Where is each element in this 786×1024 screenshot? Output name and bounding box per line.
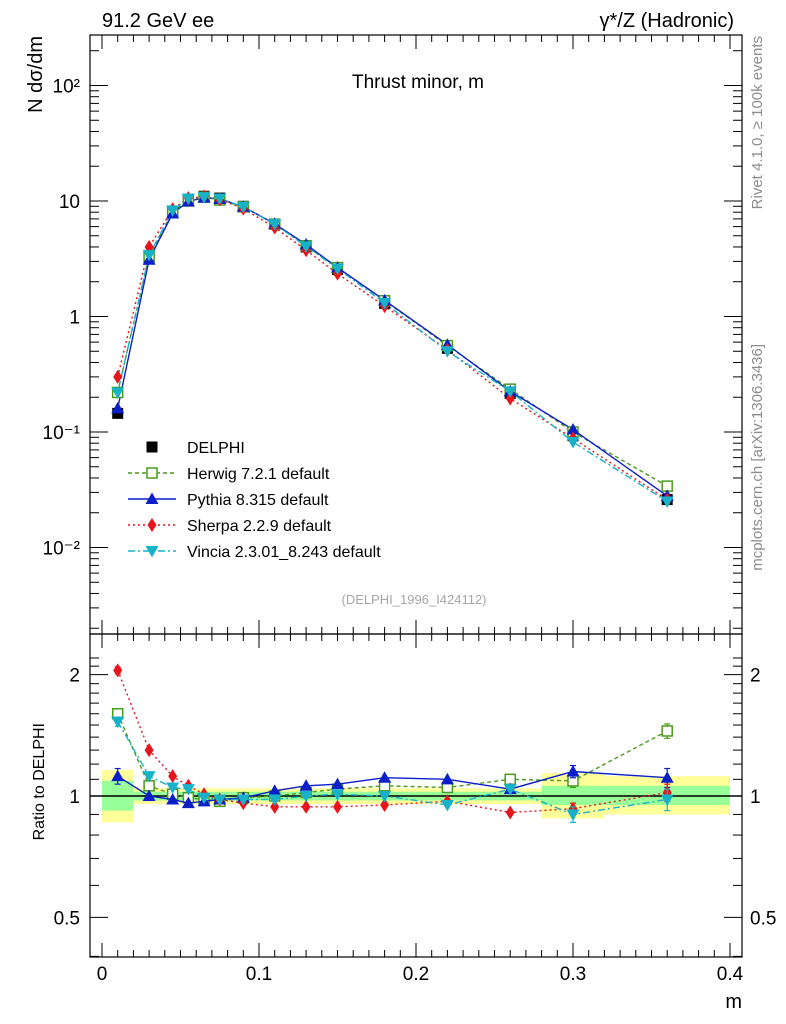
data-point-series-3 [378,297,392,310]
y-tick-label-ratio-right: 0.5 [750,908,776,929]
ratio-point-series-1 [566,765,580,777]
data-point-series-3 [503,386,517,398]
y-axis-label-ratio: Ratio to DELPHI [31,723,48,840]
data-point-series-3 [142,250,156,262]
y-axis-label-main: N dσ/dm [25,36,47,113]
x-tick-label: 0.4 [717,964,744,985]
y-tick-label-main: 10⁻² [43,539,81,560]
ratio-panel-series [111,663,674,823]
data-point-series-3 [268,219,282,231]
ratio-point-series-2 [113,663,123,678]
x-tick-label: 0.1 [246,964,272,985]
x-tick-label: 0.3 [560,964,586,985]
ratio-line-3 [117,721,668,816]
y-tick-label-main: 10 [59,192,80,213]
ratio-point-series-1 [111,769,125,782]
data-point-series-3 [299,241,313,253]
data-point-series-3 [213,193,227,206]
ratio-point-series-3 [331,789,344,801]
ratio-point-series-3 [378,791,392,803]
ratio-point-series-1 [299,779,313,791]
data-point-series-3 [331,263,344,276]
ratio-point-series-3 [566,809,580,821]
x-axis-label: m [725,991,742,1013]
y-tick-label-main: 10⁻¹ [43,423,81,444]
y-tick-label-main: 1 [69,308,80,329]
y-tick-label-ratio-left: 0.5 [54,908,80,929]
ratio-point-series-3 [111,716,125,729]
main-panel-series [111,189,674,509]
legend-marker-0 [146,441,158,453]
ratio-point-series-2 [168,769,178,784]
axis-tick-labels: 0 0.1 0.2 0.3 0.4 10⁻² 10⁻¹ 1 10 10² 0.5 0.5 1 1 2 2 [43,77,777,986]
ratio-point-series-1 [181,796,195,809]
ratio-point-series-0 [661,725,673,737]
ratio-point-series-1 [166,793,180,805]
legend-marker-4 [145,546,159,558]
data-point-series-1 [566,423,580,435]
ratio-point-series-3 [503,784,517,796]
ratio-point-series-3 [213,794,227,807]
ratio-point-series-3 [660,794,674,807]
rivet-label: Rivet 4.1.0, ≥ 100k events [749,36,766,209]
legend: DELPHI Herwig 7.2.1 default Pythia 8.315 d… [128,440,381,561]
ratio-point-series-2 [505,805,515,820]
data-point-series-2 [113,369,123,384]
data-point-series-3 [236,201,250,214]
legend-marker-3 [147,518,157,532]
legend-label-3: Sherpa 2.2.9 default [187,518,332,535]
data-point-series-3 [181,193,195,206]
ratio-point-series-2 [301,799,311,814]
ratio-point-series-2 [270,799,280,814]
ratio-point-series-3 [236,794,250,807]
ratio-point-series-1 [268,784,282,796]
header-left: 91.2 GeV ee [102,10,214,32]
legend-label-0: DELPHI [187,440,245,457]
legend-marker-2 [145,492,159,504]
y-tick-label-main: 10² [53,77,80,98]
ratio-point-series-2 [380,797,390,812]
axis-ticks [90,35,742,957]
data-point-series-3 [197,192,211,204]
ratio-point-series-3 [268,794,282,807]
data-point-series-2 [505,391,515,406]
ratio-point-series-1 [142,789,156,801]
ratio-line-2 [117,670,668,814]
data-point-series-3 [166,205,180,217]
data-point-series-3 [566,436,580,449]
ratio-point-series-3 [299,791,313,803]
ratio-point-series-1 [660,771,674,783]
legend-label-2: Pythia 8.315 default [187,492,329,509]
ratio-point-series-3 [166,782,180,794]
ratio-point-series-2 [333,799,342,814]
y-tick-label-ratio-left: 1 [69,787,80,808]
ratio-point-series-3 [440,799,454,812]
legend-marker-1 [146,467,158,479]
x-tick-label: 0 [97,964,108,985]
header-right: γ*/Z (Hadronic) [600,10,734,32]
data-point-series-3 [111,387,125,399]
ratio-point-series-1 [331,777,344,790]
ratio-point-series-3 [181,784,195,796]
y-tick-label-ratio-right: 2 [750,666,761,687]
ratio-point-series-2 [144,743,154,758]
ratio-point-series-1 [440,772,454,785]
ratio-point-series-1 [378,771,392,783]
data-point-series-3 [660,496,674,509]
analysis-tag: (DELPHI_1996_I424112) [341,592,486,607]
data-point-series-1 [111,401,125,414]
legend-label-1: Herwig 7.2.1 default [187,466,330,483]
chart-title: Thrust minor, m [352,72,484,93]
x-tick-label: 0.2 [403,964,429,985]
ratio-point-series-3 [142,771,156,783]
y-tick-label-ratio-left: 2 [69,666,80,687]
y-tick-label-ratio-right: 1 [750,787,761,808]
legend-label-4: Vincia 2.3.01_8.243 default [187,544,381,561]
ratio-point-series-3 [197,792,211,805]
data-point-series-3 [440,346,454,358]
mcplots-label: mcplots.cern.ch [arXiv:1306.3436] [749,344,766,571]
